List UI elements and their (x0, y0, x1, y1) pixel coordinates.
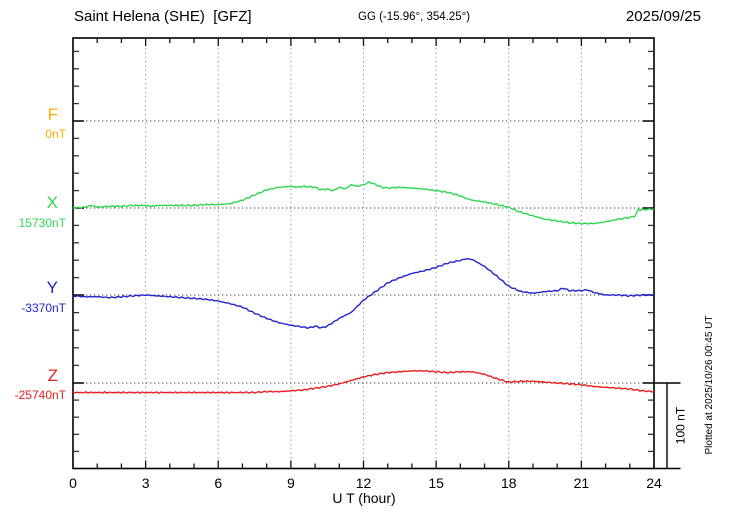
x-tick-label: 12 (355, 475, 372, 491)
x-tick-label: 21 (573, 475, 590, 491)
x-tick-label: 0 (69, 475, 77, 491)
channel-label-z: Z (47, 366, 58, 385)
plot-date: 2025/09/25 (625, 8, 701, 25)
x-tick-label: 3 (141, 475, 150, 491)
x-trace (72, 181, 655, 225)
z-trace (72, 369, 655, 394)
scale-bar-label: 100 nT (674, 406, 688, 444)
geographic-coordinates: GG (-15.96°, 354.25°) (358, 11, 471, 23)
x-axis-title: U T (hour) (332, 490, 396, 506)
x-tick-label: 15 (428, 475, 444, 491)
channel-baseline-x: 15730nT (18, 216, 66, 230)
x-tick-label: 18 (500, 475, 517, 491)
plotted-at-note: Plotted at 2025/10/26 00:45 UT (704, 316, 715, 455)
x-tick-label: 6 (214, 475, 223, 491)
plot-frame (72, 37, 655, 470)
channel-label-x: X (46, 193, 58, 212)
station-title: Saint Helena (SHE) [GFZ] (74, 8, 252, 25)
channel-baseline-f: 0nT (45, 127, 66, 141)
channel-label-f: F (47, 105, 58, 124)
channel-label-y: Y (46, 278, 58, 297)
x-tick-label: 9 (286, 475, 295, 491)
chart-layer (72, 37, 681, 470)
channel-baseline-z: -25740nT (14, 388, 66, 402)
x-tick-label: 24 (646, 475, 662, 491)
y-trace (72, 258, 655, 329)
channel-baseline-y: -3370nT (21, 301, 66, 315)
